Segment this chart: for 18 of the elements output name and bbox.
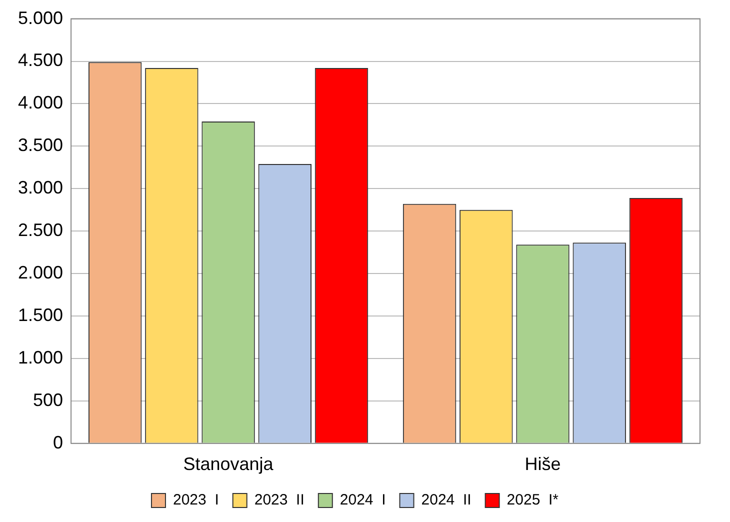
legend-label: 2025 I* — [506, 492, 559, 509]
y-tick-label: 1.500 — [18, 304, 64, 325]
y-tick-label: 4.000 — [18, 92, 64, 113]
y-tick-label: 3.500 — [18, 135, 64, 156]
legend-label: 2023 II — [254, 492, 304, 509]
y-tick-label: 2.000 — [18, 262, 64, 283]
x-tick-label: Hiše — [524, 454, 561, 474]
legend-label: 2024 II — [421, 492, 472, 509]
y-tick-label: 1.000 — [18, 347, 64, 368]
y-tick-label: 2.500 — [18, 220, 64, 240]
y-tick-label: 500 — [32, 390, 64, 410]
y-tick-label: 5.000 — [18, 8, 64, 28]
legend-label: 2023 I — [172, 492, 219, 509]
legend-label: 2024 I — [340, 492, 386, 509]
y-tick-label: 3.000 — [18, 178, 64, 198]
x-tick-label: Stanovanja — [183, 454, 274, 474]
y-tick-label: 0 — [53, 432, 64, 452]
y-tick-label: 4.500 — [18, 50, 64, 70]
